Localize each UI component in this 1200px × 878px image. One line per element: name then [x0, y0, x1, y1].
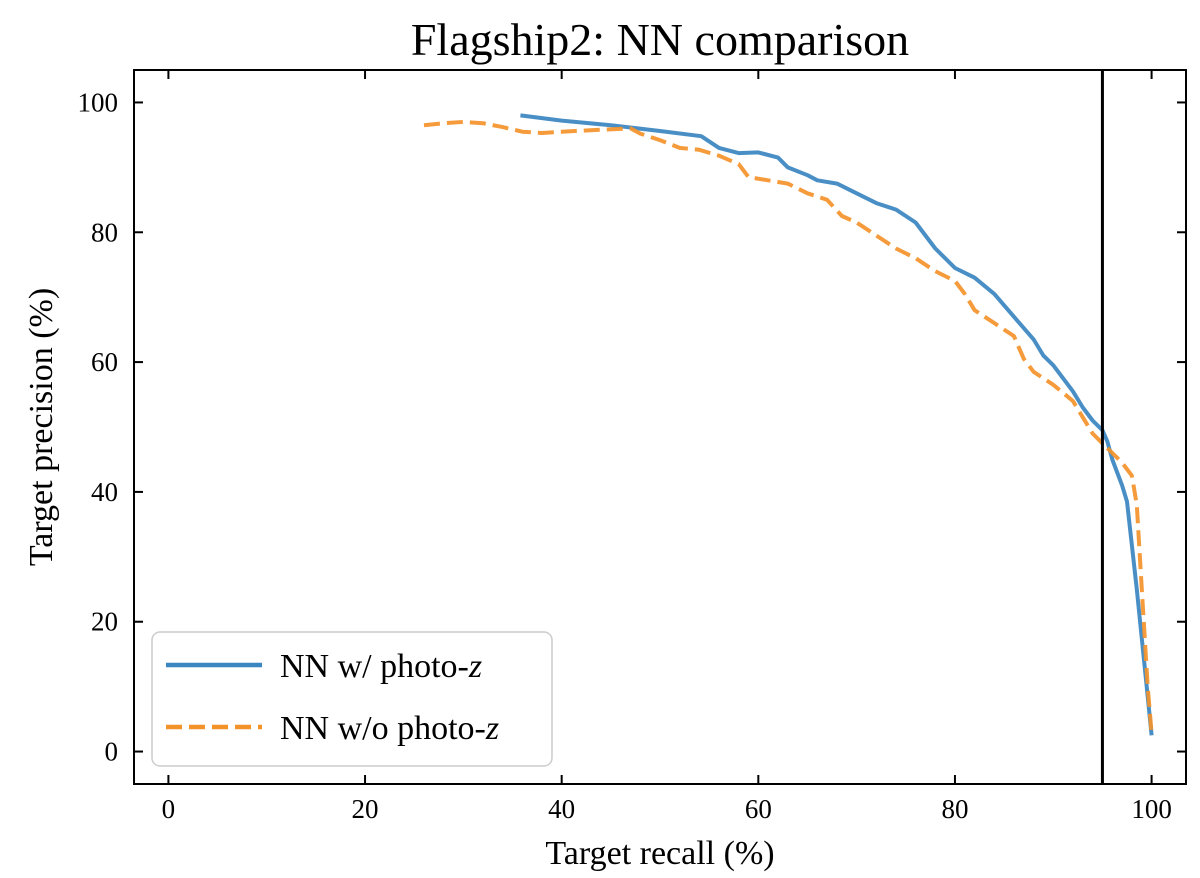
x-tick-label: 40 — [548, 794, 575, 824]
y-axis-label: Target precision (%) — [23, 288, 60, 566]
x-tick-label: 100 — [1131, 794, 1172, 824]
x-tick-label: 60 — [745, 794, 772, 824]
y-tick-label: 0 — [105, 737, 119, 767]
chart-title: Flagship2: NN comparison — [411, 14, 909, 65]
y-tick-label: 60 — [91, 347, 118, 377]
plot-frame — [133, 69, 1187, 785]
plot-area — [423, 70, 1154, 784]
legend-label-nn-without-photoz: NN w/o photo-z — [280, 710, 499, 747]
series-line-nn-with-photoz — [520, 113, 1154, 736]
y-tick-label: 20 — [91, 607, 118, 637]
x-axis-label: Target recall (%) — [545, 835, 774, 872]
series-line-nn-without-photoz — [423, 119, 1154, 734]
y-tick-label: 100 — [78, 87, 119, 117]
legend: NN w/ photo-z NN w/o photo-z — [151, 631, 553, 767]
y-tick-label: 80 — [91, 217, 118, 247]
y-tick-label: 40 — [91, 477, 118, 507]
axis-ticks: 0 20 40 60 80 100 0 20 40 60 80 100 — [78, 70, 1186, 824]
legend-label-nn-with-photoz: NN w/ photo-z — [280, 648, 482, 685]
x-tick-label: 80 — [941, 794, 968, 824]
x-tick-label: 20 — [352, 794, 379, 824]
x-tick-label: 0 — [162, 794, 176, 824]
